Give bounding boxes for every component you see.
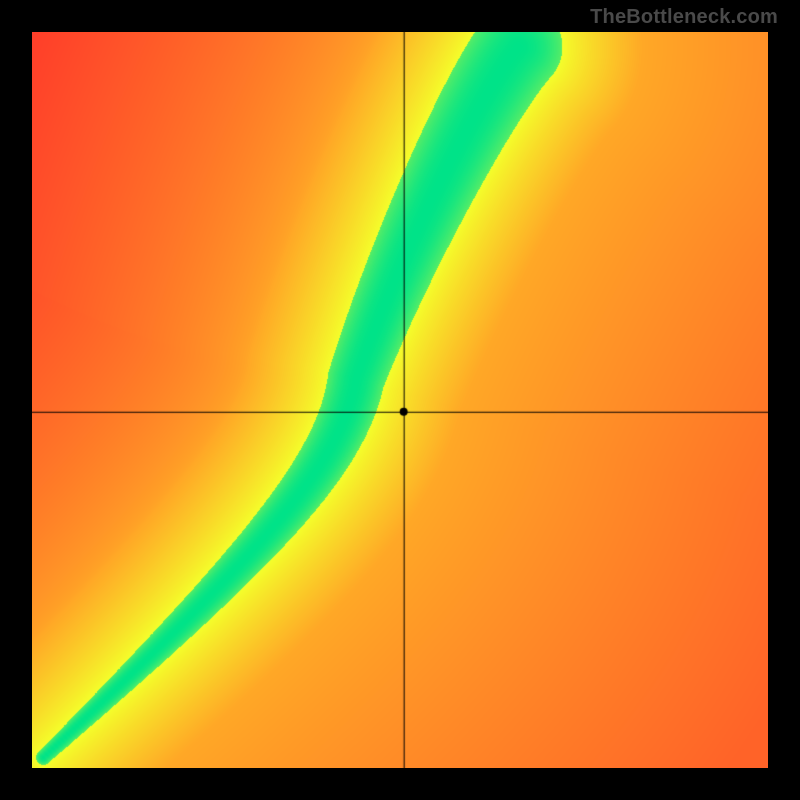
bottleneck-heatmap: [32, 32, 768, 768]
watermark-text: TheBottleneck.com: [590, 6, 778, 29]
chart-container: TheBottleneck.com: [0, 0, 800, 800]
